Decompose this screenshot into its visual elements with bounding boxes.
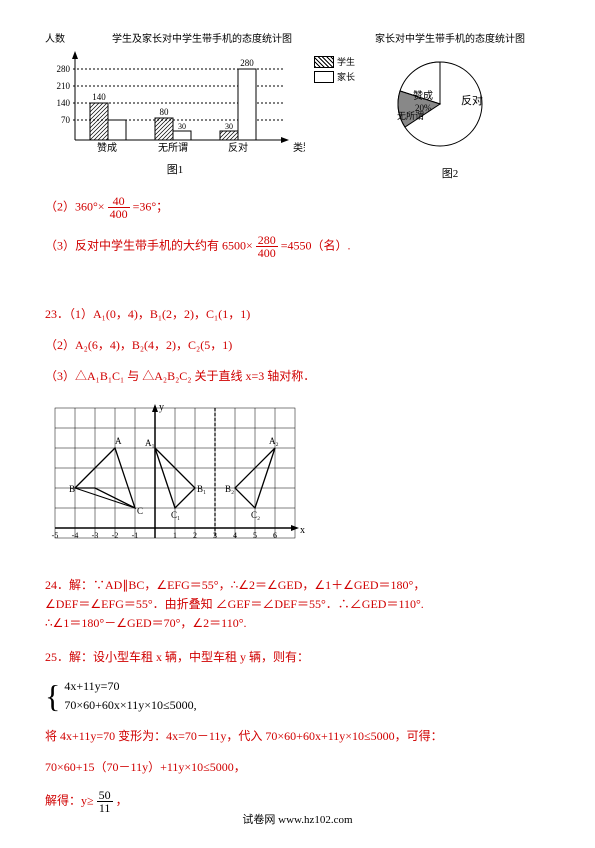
svg-text:B: B: [69, 484, 75, 494]
svg-text:70: 70: [61, 115, 71, 125]
svg-text:80: 80: [160, 107, 170, 117]
coord-graph: x y -5-4-3-2-1123456 ABC A₁B₁C₁ A₂B₂C₂: [45, 398, 550, 562]
bar-chart-svg: 70 140 210 280 140 赞成 80 30 无所谓: [45, 45, 305, 155]
svg-text:210: 210: [57, 81, 71, 91]
svg-text:-2: -2: [112, 531, 119, 540]
q25-line1: 25．解：设小型车租 x 辆，中型车租 y 辆，则有：: [45, 648, 550, 665]
svg-text:C₁: C₁: [171, 510, 180, 520]
svg-text:20%: 20%: [415, 103, 432, 113]
brace-icon: {: [45, 680, 60, 712]
q24: 24．解：∵AD∥BC，∠EFG＝55°，∴∠2＝∠GED，∠1＋∠GED＝18…: [45, 576, 550, 634]
text: =4550（名）.: [281, 238, 351, 252]
svg-text:y: y: [159, 402, 164, 413]
q25-sys1: 4x+11y=70: [64, 679, 196, 694]
q24-line2: ∠DEF＝∠EFG＝55°．由折叠知 ∠GEF＝∠DEF＝55°．∴∠GED＝1…: [45, 595, 550, 614]
q25-sys2: 70×60+60x×11y×10≤5000,: [64, 698, 196, 713]
legend-label: 学生: [337, 55, 355, 68]
page-footer: 试卷网 www.hz102.com: [0, 811, 595, 827]
text: （2）360°×: [45, 199, 105, 213]
numerator: 50: [97, 789, 113, 802]
svg-text:无所谓: 无所谓: [158, 142, 188, 154]
svg-text:280: 280: [240, 58, 254, 68]
svg-text:B₁: B₁: [197, 484, 206, 494]
text: 解得：y≥: [45, 793, 94, 807]
svg-text:280: 280: [57, 64, 71, 74]
q25-line4: 70×60+15（70－11y）+11y×10≤5000，: [45, 758, 550, 775]
fraction: 280 400: [256, 234, 278, 259]
q24-line3: ∴∠1＝180°－∠GED＝70°，∠2＝110°.: [45, 614, 550, 633]
y-axis-label: 人数: [45, 30, 69, 45]
legend-label: 家长: [337, 70, 355, 83]
svg-text:-3: -3: [92, 531, 99, 540]
q23-line3: （3）△A₁B₁C₁ 与 △A₂B₂C₂ 关于直线 x=3 轴对称．: [45, 367, 550, 384]
svg-text:140: 140: [92, 92, 106, 102]
svg-text:x: x: [300, 525, 305, 536]
svg-text:赞成: 赞成: [413, 89, 433, 102]
svg-text:140: 140: [57, 98, 71, 108]
svg-text:A: A: [115, 436, 122, 446]
pie-chart: 家长对中学生带手机的态度统计图 反对 赞成 无所谓 20% 图2: [365, 30, 535, 181]
denominator: 400: [256, 247, 278, 259]
svg-text:C: C: [137, 506, 143, 516]
svg-text:2: 2: [193, 531, 197, 540]
text: ，: [116, 793, 128, 807]
svg-text:30: 30: [178, 122, 186, 131]
svg-text:类别: 类别: [293, 141, 305, 154]
q23-line1: 23．（1）A₁(0，4)，B₁(2，2)，C₁(1，1): [45, 305, 550, 322]
fraction: 50 11: [97, 789, 113, 814]
svg-text:30: 30: [225, 122, 233, 131]
q24-line1: 24．解：∵AD∥BC，∠EFG＝55°，∴∠2＝∠GED，∠1＋∠GED＝18…: [45, 576, 550, 595]
pie-chart-svg: 反对 赞成 无所谓 20%: [365, 49, 515, 159]
svg-text:赞成: 赞成: [97, 141, 117, 154]
figure-1-label: 图1: [45, 161, 305, 177]
svg-text:6: 6: [273, 531, 277, 540]
bar-chart: 人数 学生及家长对中学生带手机的态度统计图 70 140 210 280: [45, 30, 305, 181]
denominator: 400: [108, 208, 130, 220]
q25-line3: 将 4x+11y=70 变形为：4x=70－11y，代入 70×60+60x+1…: [45, 727, 550, 744]
svg-text:4: 4: [233, 531, 237, 540]
pie-chart-title: 家长对中学生带手机的态度统计图: [365, 30, 535, 45]
bar-chart-title: 学生及家长对中学生带手机的态度统计图: [99, 30, 305, 45]
q25-system: { 4x+11y=70 70×60+60x×11y×10≤5000,: [45, 679, 550, 713]
legend-swatch-parent: [314, 71, 334, 83]
bar-chart-legend: 学生 家长: [314, 55, 355, 85]
svg-text:-4: -4: [72, 531, 79, 540]
svg-text:C₂: C₂: [251, 510, 260, 520]
fraction: 40 400: [108, 195, 130, 220]
svg-text:反对: 反对: [228, 141, 248, 154]
text: =36°；: [133, 199, 169, 213]
legend-swatch-student: [314, 56, 334, 68]
svg-text:反对: 反对: [461, 93, 483, 107]
figure-2-label: 图2: [365, 165, 535, 181]
text: （3）反对中学生带手机的大约有 6500×: [45, 238, 253, 252]
charts-row: 人数 学生及家长对中学生带手机的态度统计图 70 140 210 280: [45, 30, 550, 181]
q22-part2: （2）360°× 40 400 =36°；: [45, 195, 550, 220]
svg-text:1: 1: [173, 531, 177, 540]
svg-text:5: 5: [253, 531, 257, 540]
q22-part3: （3）反对中学生带手机的大约有 6500× 280 400 =4550（名）.: [45, 234, 550, 259]
svg-text:A₂: A₂: [269, 436, 279, 446]
q25-line5: 解得：y≥ 50 11 ，: [45, 789, 550, 814]
svg-text:-5: -5: [52, 531, 59, 540]
svg-text:A₁: A₁: [145, 438, 155, 448]
svg-text:-1: -1: [132, 531, 139, 540]
q23-line2: （2）A₂(6，4)，B₂(4，2)，C₂(5，1): [45, 336, 550, 353]
svg-text:B₂: B₂: [225, 484, 234, 494]
